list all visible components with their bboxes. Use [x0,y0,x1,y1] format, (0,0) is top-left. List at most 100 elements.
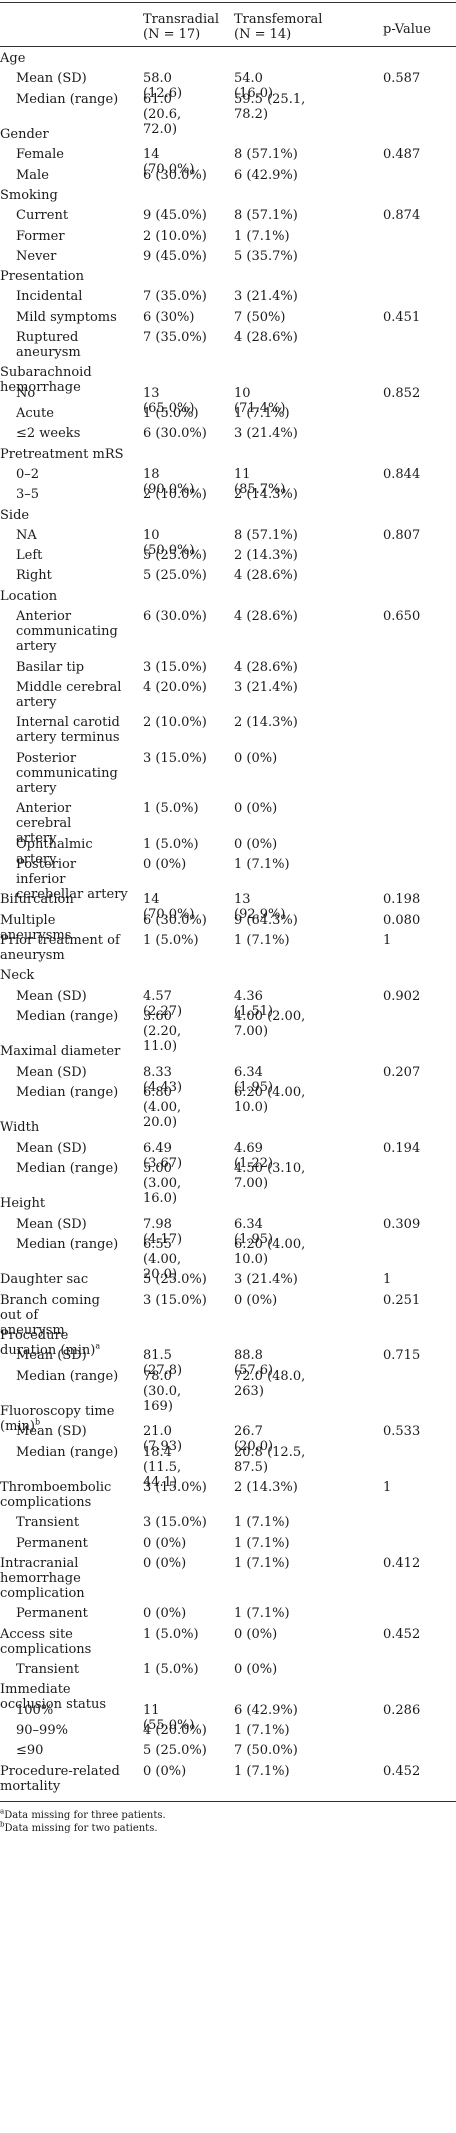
row-sublabel: ≤2 weeks [16,426,128,441]
row-label: Location [0,589,125,604]
row-sublabel: Ruptured aneurysm [16,330,128,360]
transfemoral-cell: 54.0 (16.0) [234,71,274,102]
row-label: Smoking [0,188,125,203]
transfemoral-cell: 3 (21.4%) [234,426,298,442]
row-sublabel: Mean (SD) [16,1217,128,1232]
transfemoral-cell: 7 (50%) [234,309,286,325]
transradial-cell: 0 (0%) [143,1555,187,1571]
bottom-rule [0,1801,456,1802]
row-label-text: Intracranial hemorrhage complication [0,1555,85,1601]
transradial-cell: 1 (5.0%) [143,836,199,852]
row-sublabel: Never [16,249,128,264]
p-value-cell: 0.874 [383,208,421,224]
p-value-cell: 0.844 [383,466,421,482]
transfemoral-cell: 59.5 (25.1, 78.2) [234,91,306,122]
p-value-cell: 0.207 [383,1064,421,1080]
row-label-text: Permanent [16,1606,88,1622]
row-label: Procedure duration (min)a [0,1328,125,1358]
row-label-text: Access site complications [0,1626,92,1657]
row-label: Neck [0,968,125,983]
row-sublabel: Median (range) [16,1085,128,1100]
row-label-text: Mean (SD) [16,1216,87,1232]
transfemoral-cell: 5 (35.7%) [234,248,298,264]
row-label-text: Posterior inferior cerebellar artery [16,856,128,902]
row-label-text: Incidental [16,289,83,305]
transradial-cell: 61.0 (20.6, 72.0) [143,91,182,137]
transradial-cell: 10 (50.0%) [143,527,195,558]
transfemoral-cell: 3 (21.4%) [234,679,298,695]
transradial-cell: 1 (5.0%) [143,1662,199,1678]
transradial-cell: 1 (5.0%) [143,801,199,817]
row-sublabel: Median (range) [16,1369,128,1384]
transradial-cell: 6 (30.0%) [143,609,207,624]
row-sublabel: 100% [16,1703,128,1718]
transfemoral-cell: 4.69 (1.22) [234,1140,274,1171]
row-label-text: Age [0,51,26,66]
row-label-text: Median (range) [16,1444,119,1460]
transfemoral-cell: 2 (14.3%) [234,548,298,564]
p-value-cell: 0.198 [383,892,421,908]
row-label: Thromboembolic complications [0,1480,125,1510]
row-label-text: 90–99% [16,1723,68,1738]
transfemoral-cell: 0 (0%) [234,1626,278,1642]
transradial-cell: 6 (30%) [143,309,195,325]
row-label: Maximal diameter [0,1044,125,1059]
transradial-cell: 2 (10.0%) [143,715,207,731]
transfemoral-cell: 1 (7.1%) [234,1515,290,1531]
row-sublabel: Anterior communicating artery [16,609,128,654]
row-label-text: 100% [16,1702,54,1718]
row-label-text: Subarachnoid hemorrhage [0,365,92,396]
p-value-cell: 0.650 [383,609,421,624]
p-value-cell: 0.286 [383,1702,421,1718]
row-label-text: Thromboembolic complications [0,1479,112,1510]
row-label-text: Left [16,548,43,564]
transradial-cell: 11 (55.0%) [143,1702,195,1733]
row-sublabel: Mean (SD) [16,1141,128,1156]
top-rule [0,2,456,3]
row-label-text: ≤90 [16,1743,44,1759]
row-label-text: Middle cerebral artery [16,679,122,710]
transradial-cell: 6 (30.0%) [143,426,207,442]
transfemoral-cell: 3 (21.4%) [234,1272,298,1288]
row-sublabel: Internal carotid artery terminus [16,715,128,745]
row-label-text: Prior treatment of aneurysm [0,932,120,963]
transradial-cell: 13 (65.0%) [143,385,195,416]
row-label-text: Current [16,208,69,224]
row-label-text: Neck [0,968,35,984]
transfemoral-cell: 6 (42.9%) [234,167,298,183]
transfemoral-cell: 26.7 (20.0) [234,1424,274,1455]
row-sublabel: Male [16,168,128,183]
transradial-cell: 5 (25.0%) [143,1272,207,1288]
row-sublabel: Left [16,548,128,563]
p-value-cell: 0.852 [383,385,421,401]
row-sublabel: Median (range) [16,1161,128,1176]
row-label-text: Female [16,147,64,163]
transfemoral-cell: 1 (7.1%) [234,1555,290,1571]
transfemoral-cell: 1 (7.1%) [234,406,290,421]
row-label-text: No [16,385,36,401]
row-label-text: Right [16,568,52,584]
row-sublabel: Anterior cerebral artery [16,801,128,846]
transradial-cell: 8.33 (4.43) [143,1064,183,1095]
row-label-text: Internal carotid artery terminus [16,715,120,746]
transfemoral-cell: 4.36 (1.51) [234,988,274,1019]
p-value-cell: 0.902 [383,988,421,1004]
header-transfemoral: Transfemoral (N = 14) [234,12,323,42]
row-sublabel: Posterior communicating artery [16,751,128,796]
row-label-text: Width [0,1120,40,1136]
transradial-cell: 5 (25.0%) [143,1743,207,1759]
row-label: Side [0,508,125,523]
transradial-cell: 1 (5.0%) [143,1626,199,1642]
transfemoral-cell: 8 (57.1%) [234,147,298,163]
transfemoral-cell: 4 (28.6%) [234,330,298,345]
footnote-b: bData missing for two patients. [0,1820,158,1834]
transfemoral-cell: 3 (21.4%) [234,289,298,305]
row-label-text: Side [0,507,30,523]
transradial-cell: 18.4 (11.5, 44.1) [143,1444,182,1490]
transradial-cell: 7 (35.0%) [143,289,207,305]
p-value-cell: 0.452 [383,1626,421,1642]
transfemoral-cell: 0 (0%) [234,836,278,852]
transfemoral-cell: 4 (28.6%) [234,609,298,624]
row-label-text: Immediate occlusion status [0,1682,106,1713]
transfemoral-cell: 2 (14.3%) [234,715,298,731]
